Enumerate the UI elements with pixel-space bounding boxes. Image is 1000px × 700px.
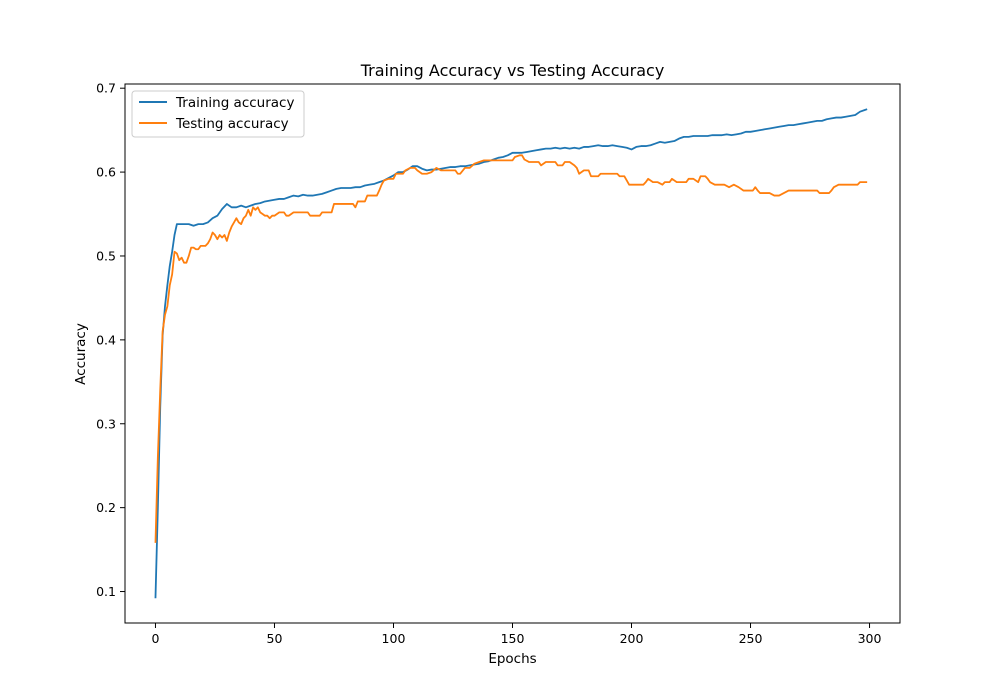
- legend-box: [131, 90, 305, 138]
- x-tick-label: 0: [151, 631, 159, 646]
- y-tick-label: 0.6: [96, 165, 116, 180]
- chart-title: Training Accuracy vs Testing Accuracy: [360, 61, 665, 80]
- series-line-training-accuracy: [154, 108, 868, 599]
- y-tick-label: 0.5: [96, 248, 116, 263]
- y-tick-label: 0.7: [96, 81, 116, 96]
- x-tick-label: 50: [267, 631, 283, 646]
- series-layer: [154, 108, 868, 599]
- legend: Training accuracy Testing accuracy: [131, 90, 305, 138]
- y-tick-label: 0.1: [96, 584, 116, 599]
- x-axis-ticks: 0 50 100 150 200 250 300: [151, 623, 882, 646]
- x-tick-label: 200: [620, 631, 644, 646]
- legend-label-testing-accuracy: Testing accuracy: [175, 116, 289, 132]
- x-tick-label: 250: [739, 631, 763, 646]
- series-line-testing-accuracy: [154, 154, 868, 543]
- y-tick-label: 0.4: [96, 332, 116, 347]
- legend-label-training-accuracy: Training accuracy: [175, 95, 294, 111]
- x-tick-label: 100: [382, 631, 406, 646]
- x-axis-label: Epochs: [488, 651, 536, 667]
- y-tick-label: 0.3: [96, 416, 116, 431]
- x-tick-label: 300: [858, 631, 882, 646]
- y-axis-ticks: 0.1 0.2 0.3 0.4 0.5 0.6 0.7: [96, 81, 125, 599]
- y-axis-label: Accuracy: [73, 323, 89, 385]
- x-tick-label: 150: [501, 631, 525, 646]
- y-tick-label: 0.2: [96, 500, 116, 515]
